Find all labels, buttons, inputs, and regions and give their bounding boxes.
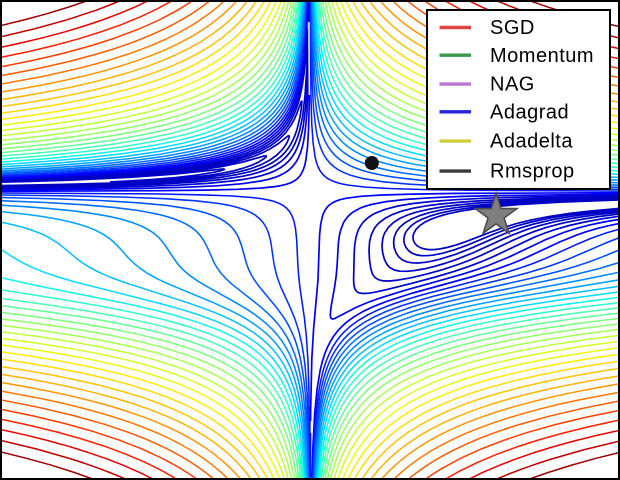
- svg-text:Adadelta: Adadelta: [490, 131, 573, 153]
- svg-text:Momentum: Momentum: [490, 45, 594, 67]
- svg-text:NAG: NAG: [490, 74, 535, 96]
- svg-text:SGD: SGD: [490, 17, 535, 39]
- svg-text:Rmsprop: Rmsprop: [490, 161, 575, 183]
- svg-text:Adagrad: Adagrad: [490, 101, 569, 123]
